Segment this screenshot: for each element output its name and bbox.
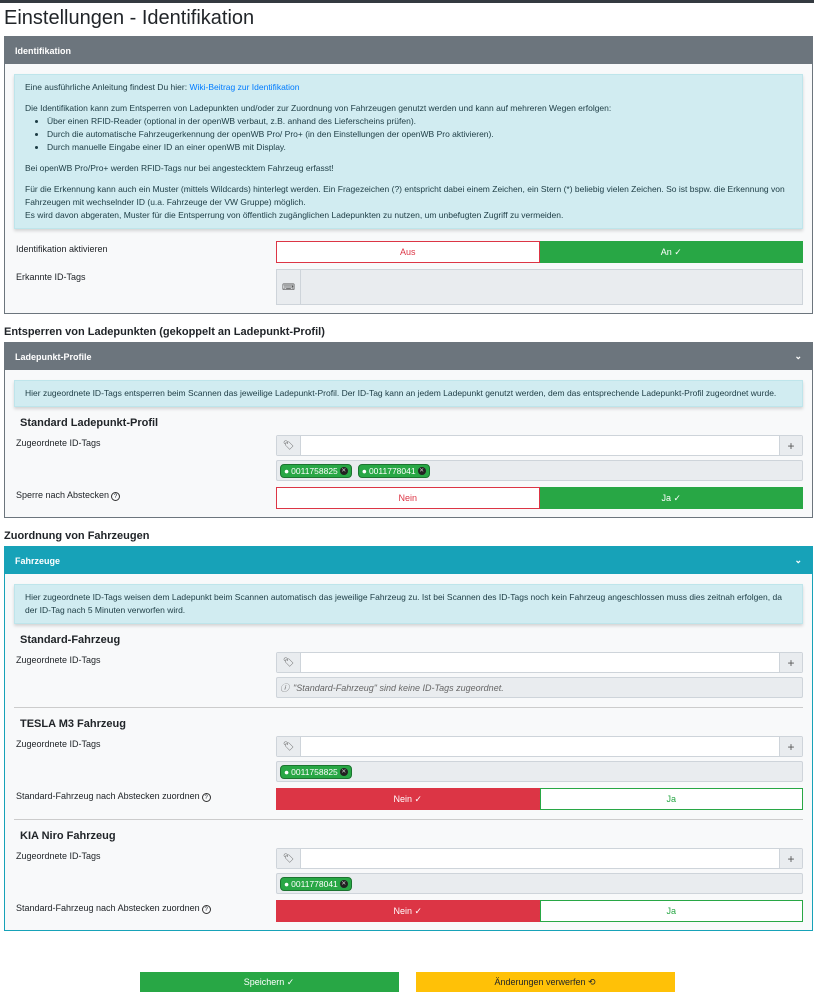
- assign-label: Standard-Fahrzeug nach Abstecken zuordne…: [16, 791, 200, 801]
- tag-input-group: 🏷 +: [276, 736, 803, 757]
- card-header: Identifikation: [5, 37, 812, 64]
- empty-text: "Standard-Fahrzeug" sind keine ID-Tags z…: [293, 682, 504, 693]
- yes-button[interactable]: Ja: [539, 788, 803, 810]
- vehicle-title: KIA Niro Fahrzeug: [20, 830, 116, 842]
- assign-label: Standard-Fahrzeug nach Abstecken zuordne…: [16, 903, 200, 913]
- add-tag-button[interactable]: +: [779, 653, 802, 672]
- vehicle-title: Standard-Fahrzeug: [20, 634, 121, 646]
- tags-label: Zugeordnete ID-Tags: [16, 655, 101, 665]
- tag-input-group: 🏷 +: [276, 848, 803, 869]
- assign-toggle[interactable]: Nein ✓ Ja: [276, 900, 803, 922]
- save-button[interactable]: Speichern ✓: [139, 972, 399, 992]
- no-button[interactable]: Nein: [276, 487, 540, 509]
- chevron-down-icon[interactable]: ⌄: [794, 555, 802, 565]
- section-heading: Entsperren von Ladepunkten (gekoppelt an…: [4, 326, 325, 338]
- tag-icon: 🏷: [277, 849, 301, 868]
- tags-label: Zugeordnete ID-Tags: [16, 438, 101, 448]
- info-alert: Eine ausführliche Anleitung findest Du h…: [14, 74, 803, 229]
- tag-icon: 🏷: [277, 737, 301, 756]
- lock-label: Sperre nach Abstecken: [16, 490, 110, 500]
- top-bar: [0, 0, 814, 3]
- tags-label: Zugeordnete ID-Tags: [16, 851, 101, 861]
- vehicle-title: TESLA M3 Fahrzeug: [20, 718, 126, 730]
- info-text: Es wird davon abgeraten, Muster für die …: [25, 210, 564, 220]
- tag-input[interactable]: [301, 653, 779, 672]
- info-text: Die Identifikation kann zum Entsperren v…: [25, 103, 612, 113]
- tag-value: 0011758825: [291, 766, 338, 777]
- tag-input-group: 🏷 +: [276, 652, 803, 673]
- help-icon[interactable]: ?: [111, 492, 121, 501]
- remove-tag-icon[interactable]: ✕: [417, 466, 426, 475]
- charge-profiles-card: Ladepunkt-Profile ⌄ Hier zugeordnete ID-T…: [4, 342, 813, 518]
- info-text: Bei openWB Pro/Pro+ werden RFID-Tags nur…: [25, 163, 334, 173]
- id-tag: ● 0011758825 ✕: [280, 764, 352, 779]
- help-icon[interactable]: ?: [201, 905, 211, 914]
- bullet: Durch manuelle Eingabe einer ID an einer…: [47, 141, 792, 154]
- on-button[interactable]: An ✓: [539, 241, 803, 263]
- chevron-down-icon[interactable]: ⌄: [794, 351, 802, 361]
- tag-icon: 🏷: [277, 653, 301, 672]
- add-tag-button[interactable]: +: [779, 436, 802, 455]
- yes-button[interactable]: Ja: [539, 900, 803, 922]
- card-title: Fahrzeuge: [15, 555, 61, 566]
- tag-input-group: 🏷 +: [276, 435, 803, 456]
- info-text: Für die Erkennung kann auch ein Muster (…: [25, 184, 785, 207]
- tag-input[interactable]: [301, 849, 779, 868]
- tag-input[interactable]: [301, 737, 779, 756]
- info-alert: Hier zugeordnete ID-Tags entsperren beim…: [14, 380, 803, 407]
- add-tag-button[interactable]: +: [779, 849, 802, 868]
- keyboard-icon: ⌨: [277, 270, 301, 304]
- card-title: Ladepunkt-Profile: [15, 351, 92, 362]
- assign-toggle[interactable]: Nein ✓ Ja: [276, 788, 803, 810]
- intro-text: Eine ausführliche Anleitung findest Du h…: [25, 82, 190, 92]
- help-icon[interactable]: ?: [201, 793, 211, 802]
- info-icon: ⓘ: [280, 683, 290, 693]
- remove-tag-icon[interactable]: ✕: [339, 767, 348, 776]
- bullet: Durch die automatische Fahrzeugerkennung…: [47, 128, 792, 141]
- page-title: Einstellungen - Identifikation: [4, 7, 255, 29]
- vehicles-card: Fahrzeuge ⌄ Hier zugeordnete ID-Tags weis…: [4, 546, 813, 931]
- no-button[interactable]: Nein ✓: [276, 788, 540, 810]
- tag-value: 0011758825: [291, 465, 338, 476]
- info-alert: Hier zugeordnete ID-Tags weisen dem Lade…: [14, 584, 803, 624]
- tag-icon: 🏷: [277, 436, 301, 455]
- section-heading: Zuordnung von Fahrzeugen: [4, 530, 150, 542]
- id-tag: ● 0011778041 ✕: [280, 876, 352, 891]
- add-tag-button[interactable]: +: [779, 737, 802, 756]
- activate-toggle[interactable]: Aus An ✓: [276, 241, 803, 263]
- detected-label: Erkannte ID-Tags: [16, 272, 86, 282]
- tag-value: 0011778041: [368, 465, 416, 476]
- profile-title: Standard Ladepunkt-Profil: [20, 417, 159, 429]
- detected-tags-field: ⌨: [276, 269, 803, 305]
- discard-button[interactable]: Änderungen verwerfen ⟲: [415, 972, 675, 992]
- empty-tags: ⓘ "Standard-Fahrzeug" sind keine ID-Tags …: [276, 677, 803, 698]
- activate-label: Identifikation aktivieren: [16, 244, 108, 254]
- id-tag: ● 0011778041 ✕: [357, 463, 430, 478]
- off-button[interactable]: Aus: [276, 241, 540, 263]
- wiki-link[interactable]: Wiki-Beitrag zur Identifikation: [189, 82, 300, 92]
- no-button[interactable]: Nein ✓: [276, 900, 540, 922]
- card-header[interactable]: Fahrzeuge ⌄: [5, 547, 812, 574]
- remove-tag-icon[interactable]: ✕: [339, 466, 348, 475]
- tag-input[interactable]: [301, 436, 779, 455]
- tags-label: Zugeordnete ID-Tags: [16, 739, 101, 749]
- lock-toggle[interactable]: Nein Ja ✓: [276, 487, 803, 509]
- yes-button[interactable]: Ja ✓: [539, 487, 803, 509]
- id-tag: ● 0011758825 ✕: [280, 463, 352, 478]
- identification-card: Identifikation Eine ausführliche Anleitu…: [4, 36, 813, 314]
- bullet: Über einen RFID-Reader (optional in der …: [47, 115, 792, 128]
- tag-value: 0011778041: [291, 878, 338, 889]
- card-header[interactable]: Ladepunkt-Profile ⌄: [5, 343, 812, 370]
- remove-tag-icon[interactable]: ✕: [339, 879, 348, 888]
